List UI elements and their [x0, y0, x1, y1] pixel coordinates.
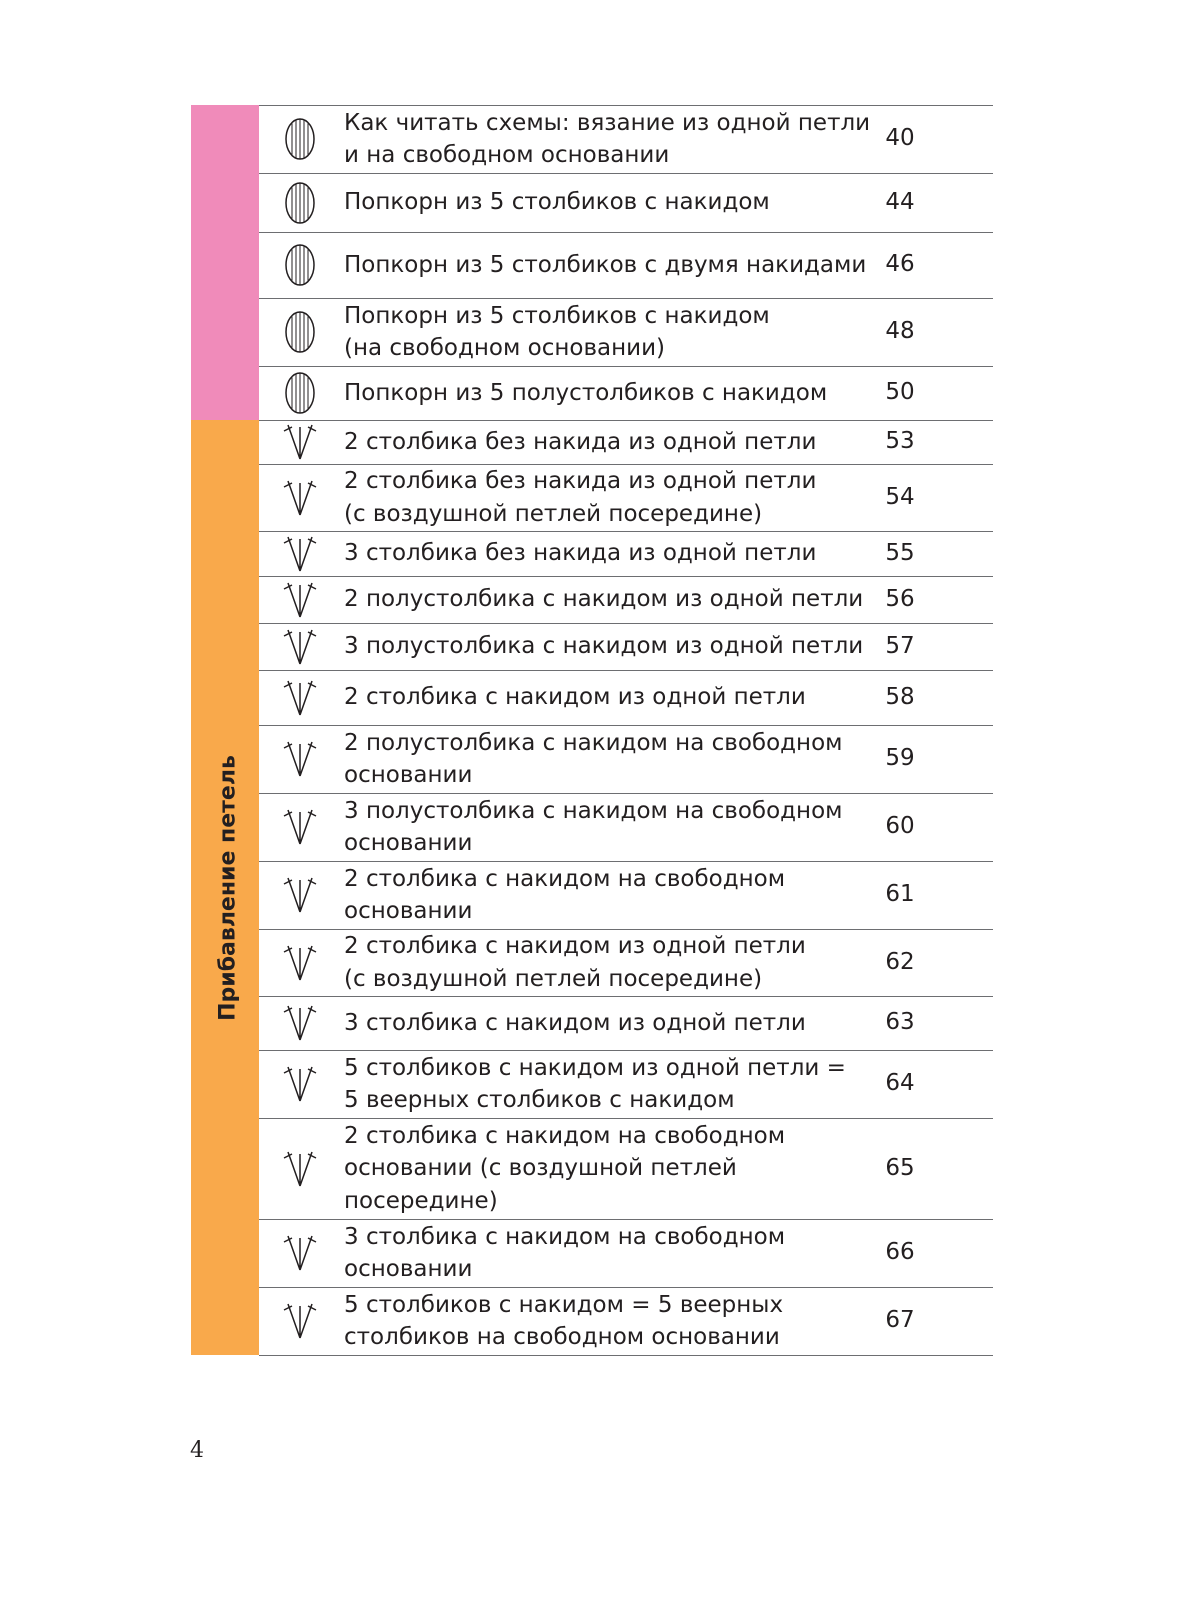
row-rule — [259, 105, 993, 106]
entry-text: 2 столбика с накидом на свободном — [344, 1122, 786, 1149]
page-ref: 63 — [885, 1009, 915, 1035]
entry-text: 2 столбика с накидом из одной петли — [344, 684, 806, 711]
page-ref: 60 — [885, 813, 915, 839]
row-rule — [259, 1118, 993, 1119]
section-label: Прибавление петель — [215, 754, 241, 1021]
entry-text: столбиков на свободном основании — [344, 1324, 780, 1350]
entry-text: основании (с воздушной петлей — [344, 1155, 737, 1182]
stitch-icon — [283, 877, 317, 913]
entry-text: основании — [344, 830, 473, 856]
row-rule — [259, 173, 993, 174]
page-ref: 40 — [885, 125, 915, 151]
entry-text: 2 полустолбика с накидом из одной петли — [344, 586, 864, 613]
page-ref: 61 — [885, 881, 915, 907]
entry-text: Попкорн из 5 столбиков с двумя накидами — [344, 251, 867, 278]
entry-text: (с воздушной петлей посередине) — [344, 965, 763, 992]
entry-text: 3 полустолбика с накидом на свободном — [344, 797, 843, 824]
row-rule — [259, 1355, 993, 1356]
page-ref: 67 — [885, 1307, 915, 1333]
page-ref: 53 — [885, 428, 915, 454]
entry-text: (с воздушной петлей посередине) — [344, 500, 763, 527]
page-ref: 64 — [885, 1070, 915, 1096]
entry-text: Попкорн из 5 полустолбиков с накидом — [344, 379, 828, 406]
row-rule — [259, 366, 993, 367]
entry-text: основании — [344, 898, 473, 924]
entry-text: Как читать схемы: вязание из одной петли — [344, 109, 871, 136]
stitch-icon — [283, 1151, 317, 1186]
entry-text: Попкорн из 5 столбиков с накидом — [344, 302, 770, 329]
page-number: 4 — [190, 1438, 204, 1463]
stitch-icon — [285, 181, 315, 224]
page-ref: 44 — [885, 188, 915, 215]
page-ref: 62 — [885, 948, 915, 975]
stitch-icon — [283, 1005, 317, 1041]
entry-text: 5 столбиков с накидом = 5 веерных — [344, 1291, 784, 1318]
row-rule — [259, 1287, 993, 1288]
stitch-icon — [283, 741, 317, 777]
stitch-icon — [283, 809, 317, 845]
entry-text: Попкорн из 5 столбиков с накидом — [344, 189, 770, 216]
row-rule — [259, 929, 993, 930]
row-rule — [259, 623, 993, 624]
row-rule — [259, 1219, 993, 1220]
row-rule — [259, 298, 993, 299]
stitch-icon — [285, 372, 315, 414]
stitch-icon — [285, 118, 315, 160]
entry-text: 2 столбика без накида из одной петли — [344, 428, 817, 455]
row-rule — [259, 576, 993, 577]
page-ref: 58 — [885, 683, 915, 710]
stitch-icon — [283, 629, 317, 664]
stitch-icon — [283, 1235, 317, 1271]
row-rule — [259, 232, 993, 233]
row-rule — [259, 1050, 993, 1051]
entry-text: 5 веерных столбиков с накидом — [344, 1087, 735, 1113]
page-ref: 54 — [885, 483, 915, 510]
page-ref: 48 — [885, 318, 915, 344]
entry-text: 5 столбиков с накидом из одной петли = — [344, 1054, 846, 1081]
row-rule — [259, 531, 993, 532]
row-rule — [259, 793, 993, 794]
row-rule — [259, 725, 993, 726]
entry-text: 3 столбика с накидом из одной петли — [344, 1009, 806, 1036]
page-ref: 56 — [885, 585, 915, 612]
page-ref: 46 — [885, 251, 915, 277]
entry-text: посередине) — [344, 1187, 498, 1214]
stitch-icon — [283, 1066, 317, 1102]
section-band — [191, 105, 259, 420]
page-ref: 57 — [885, 632, 915, 659]
stitch-icon — [285, 311, 315, 353]
row-rule — [259, 420, 993, 421]
stitch-icon — [283, 1303, 317, 1339]
page-ref: 65 — [885, 1154, 915, 1181]
entry-text: и на свободном основании — [344, 142, 670, 168]
stitch-icon — [283, 680, 317, 715]
entry-text: 3 полустолбика с накидом из одной петли — [344, 633, 864, 660]
page-ref: 59 — [885, 745, 915, 771]
entry-text: 3 столбика с накидом на свободном — [344, 1223, 786, 1250]
stitch-icon — [283, 424, 317, 460]
entry-text: 2 столбика без накида из одной петли — [344, 468, 817, 494]
entry-text: основании — [344, 1256, 473, 1282]
entry-text: 3 столбика без накида из одной петли — [344, 540, 817, 567]
entry-text: 2 столбика с накидом из одной петли — [344, 933, 806, 959]
section-band — [191, 420, 259, 1355]
row-rule — [259, 464, 993, 465]
stitch-icon — [283, 945, 317, 980]
stitch-icon — [283, 536, 317, 571]
page-ref: 66 — [885, 1239, 915, 1265]
stitch-icon — [283, 480, 317, 515]
row-rule — [259, 861, 993, 862]
entry-text: основании — [344, 762, 473, 788]
entry-text: 2 полустолбика с накидом на свободном — [344, 729, 843, 756]
entry-text: (на свободном основании) — [344, 335, 666, 361]
stitch-icon — [285, 244, 315, 286]
entry-text: 2 столбика с накидом на свободном — [344, 865, 786, 892]
row-rule — [259, 996, 993, 997]
page-ref: 55 — [885, 539, 915, 566]
page-ref: 50 — [885, 379, 915, 405]
stitch-icon — [283, 582, 317, 617]
row-rule — [259, 670, 993, 671]
